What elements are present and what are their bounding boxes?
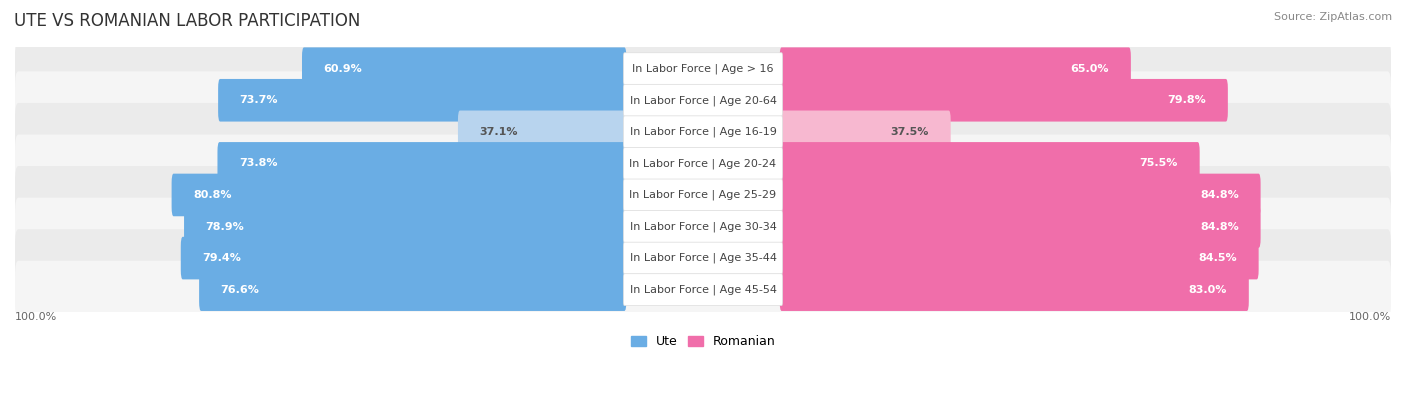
Text: 83.0%: 83.0% — [1189, 285, 1227, 295]
FancyBboxPatch shape — [15, 166, 1391, 224]
Text: 76.6%: 76.6% — [221, 285, 260, 295]
FancyBboxPatch shape — [15, 135, 1391, 192]
Text: 79.4%: 79.4% — [202, 253, 242, 263]
Text: 84.5%: 84.5% — [1198, 253, 1237, 263]
FancyBboxPatch shape — [780, 268, 1249, 311]
FancyBboxPatch shape — [458, 111, 626, 153]
FancyBboxPatch shape — [623, 84, 783, 116]
FancyBboxPatch shape — [623, 274, 783, 306]
Text: In Labor Force | Age 30-34: In Labor Force | Age 30-34 — [630, 221, 776, 232]
Text: 37.5%: 37.5% — [890, 127, 929, 137]
Text: 84.8%: 84.8% — [1201, 222, 1239, 231]
FancyBboxPatch shape — [780, 174, 1261, 216]
Text: In Labor Force | Age 20-24: In Labor Force | Age 20-24 — [630, 158, 776, 169]
FancyBboxPatch shape — [623, 53, 783, 85]
FancyBboxPatch shape — [780, 142, 1199, 185]
Text: 65.0%: 65.0% — [1071, 64, 1109, 74]
Text: In Labor Force | Age > 16: In Labor Force | Age > 16 — [633, 64, 773, 74]
Text: In Labor Force | Age 16-19: In Labor Force | Age 16-19 — [630, 126, 776, 137]
FancyBboxPatch shape — [780, 79, 1227, 122]
Text: 100.0%: 100.0% — [1348, 312, 1391, 322]
Text: 60.9%: 60.9% — [323, 64, 363, 74]
FancyBboxPatch shape — [780, 205, 1261, 248]
Text: 37.1%: 37.1% — [479, 127, 517, 137]
FancyBboxPatch shape — [15, 40, 1391, 98]
Text: 79.8%: 79.8% — [1167, 95, 1206, 105]
Text: In Labor Force | Age 35-44: In Labor Force | Age 35-44 — [630, 253, 776, 263]
FancyBboxPatch shape — [623, 147, 783, 179]
FancyBboxPatch shape — [623, 116, 783, 148]
FancyBboxPatch shape — [172, 174, 626, 216]
Text: 100.0%: 100.0% — [15, 312, 58, 322]
Text: 78.9%: 78.9% — [205, 222, 245, 231]
FancyBboxPatch shape — [623, 211, 783, 243]
FancyBboxPatch shape — [15, 103, 1391, 161]
Text: 84.8%: 84.8% — [1201, 190, 1239, 200]
Text: 73.7%: 73.7% — [240, 95, 278, 105]
FancyBboxPatch shape — [780, 47, 1130, 90]
FancyBboxPatch shape — [15, 71, 1391, 129]
FancyBboxPatch shape — [623, 242, 783, 274]
Text: 75.5%: 75.5% — [1140, 158, 1178, 168]
FancyBboxPatch shape — [218, 79, 626, 122]
FancyBboxPatch shape — [15, 198, 1391, 256]
Text: 80.8%: 80.8% — [193, 190, 232, 200]
FancyBboxPatch shape — [184, 205, 626, 248]
FancyBboxPatch shape — [218, 142, 626, 185]
FancyBboxPatch shape — [780, 237, 1258, 279]
FancyBboxPatch shape — [780, 111, 950, 153]
FancyBboxPatch shape — [15, 229, 1391, 287]
Text: Source: ZipAtlas.com: Source: ZipAtlas.com — [1274, 12, 1392, 22]
FancyBboxPatch shape — [623, 179, 783, 211]
Text: In Labor Force | Age 45-54: In Labor Force | Age 45-54 — [630, 284, 776, 295]
FancyBboxPatch shape — [15, 261, 1391, 318]
Text: 73.8%: 73.8% — [239, 158, 277, 168]
FancyBboxPatch shape — [302, 47, 626, 90]
Text: In Labor Force | Age 25-29: In Labor Force | Age 25-29 — [630, 190, 776, 200]
Text: UTE VS ROMANIAN LABOR PARTICIPATION: UTE VS ROMANIAN LABOR PARTICIPATION — [14, 12, 360, 30]
Legend: Ute, Romanian: Ute, Romanian — [626, 330, 780, 353]
FancyBboxPatch shape — [181, 237, 626, 279]
Text: In Labor Force | Age 20-64: In Labor Force | Age 20-64 — [630, 95, 776, 105]
FancyBboxPatch shape — [200, 268, 626, 311]
